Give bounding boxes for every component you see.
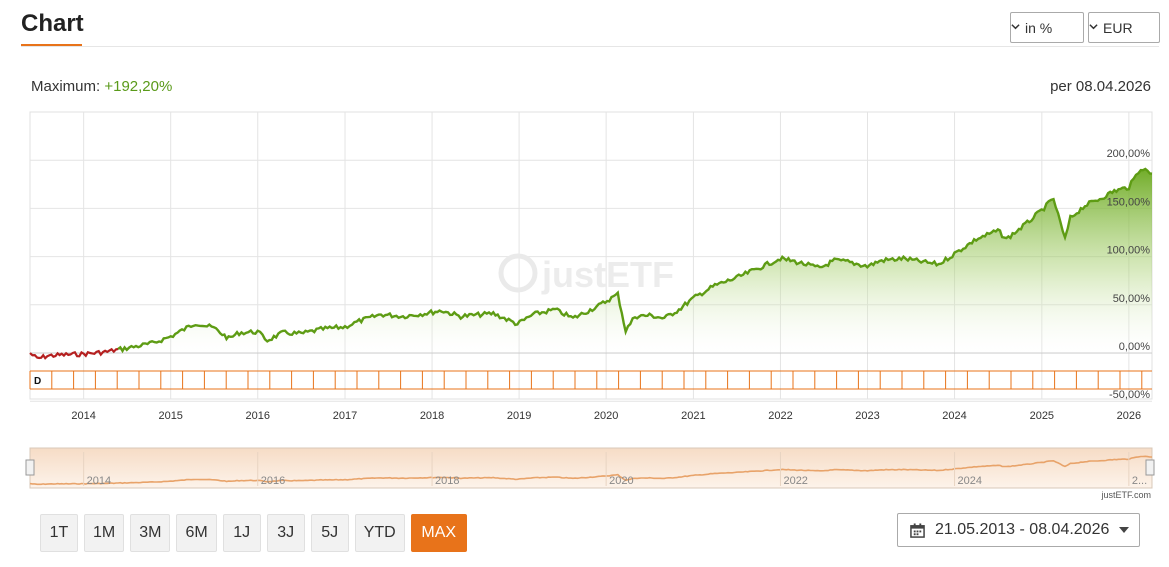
navigator-tick-label: 2016: [261, 475, 285, 487]
maximum-caption: Maximum:: [31, 78, 101, 95]
navigator[interactable]: [29, 447, 1153, 489]
chevron-down-icon: [1089, 24, 1098, 30]
date-range-value: 21.05.2013 - 08.04.2026: [935, 521, 1110, 538]
watermark: justETF: [498, 253, 674, 295]
range-button-5j[interactable]: 5J: [310, 514, 349, 552]
navigator-tick-label: 2018: [435, 475, 459, 487]
performance-chart[interactable]: justETF 200,00% 150,00% 100,00% 50,00% 0,00%…: [0, 0, 1169, 500]
x-tick-label: 2026: [1117, 410, 1141, 422]
watermark-text: justETF: [541, 254, 674, 295]
range-button-1j[interactable]: 1J: [222, 514, 261, 552]
range-button-3j[interactable]: 3J: [266, 514, 305, 552]
dividend-marker: D: [34, 376, 41, 387]
x-tick-label: 2016: [245, 410, 269, 422]
date-range-picker[interactable]: 21.05.2013 - 08.04.2026: [897, 513, 1140, 547]
calendar-icon: [910, 522, 925, 538]
navigator-tick-label: 2020: [609, 475, 633, 487]
performance-area: [118, 168, 1153, 353]
range-button-6m[interactable]: 6M: [176, 514, 217, 552]
y-tick-label: 100,00%: [1107, 245, 1151, 257]
x-tick-label: 2018: [420, 410, 444, 422]
range-button-1m[interactable]: 1M: [84, 514, 125, 552]
x-tick-label: 2014: [71, 410, 95, 422]
as-of-date: per 08.04.2026: [1050, 78, 1151, 95]
caret-down-icon: [1119, 527, 1130, 533]
x-tick-label: 2024: [942, 410, 966, 422]
navigator-tick-label: 2014: [87, 475, 111, 487]
range-button-max[interactable]: MAX: [410, 514, 467, 552]
y-tick-label: -50,00%: [1109, 389, 1150, 401]
header-divider: [21, 46, 1159, 47]
x-tick-label: 2019: [507, 410, 531, 422]
title-underline: [21, 44, 82, 47]
x-tick-label: 2023: [855, 410, 879, 422]
currency-select[interactable]: EUR: [1088, 12, 1160, 43]
x-tick-label: 2022: [768, 410, 792, 422]
x-tick-label: 2017: [333, 410, 357, 422]
maximum-label: Maximum: +192,20%: [31, 78, 172, 95]
unit-select-value: in %: [1025, 19, 1053, 36]
negative-line: [29, 347, 119, 360]
navigator-line: [29, 455, 1152, 486]
currency-select-value: EUR: [1103, 19, 1133, 36]
chevron-down-icon: [1011, 24, 1020, 30]
range-button-1t[interactable]: 1T: [40, 514, 78, 552]
x-tick-label: 2021: [681, 410, 705, 422]
y-tick-label: 50,00%: [1113, 293, 1151, 305]
unit-select[interactable]: in %: [1010, 12, 1084, 43]
range-button-ytd[interactable]: YTD: [354, 514, 405, 552]
navigator-handle-left[interactable]: [25, 459, 35, 476]
x-tick-label: 2025: [1030, 410, 1054, 422]
x-tick-label: 2020: [594, 410, 618, 422]
range-button-3m[interactable]: 3M: [130, 514, 171, 552]
navigator-tick-label: 2022: [783, 475, 807, 487]
y-tick-label: 200,00%: [1107, 148, 1151, 160]
range-buttons: 1T 1M 3M 6M 1J 3J 5J YTD MAX: [40, 514, 467, 552]
maximum-value: +192,20%: [104, 78, 173, 95]
page-title: Chart: [21, 10, 84, 37]
chart-credit: justETF.com: [1101, 490, 1151, 500]
x-tick-label: 2015: [158, 410, 182, 422]
navigator-tick-label: 2...: [1132, 475, 1147, 487]
navigator-tick-label: 2024: [958, 475, 982, 487]
navigator-handle-right[interactable]: [1145, 459, 1155, 476]
y-tick-label: 0,00%: [1119, 341, 1150, 353]
y-tick-label: 150,00%: [1107, 196, 1151, 208]
performance-line: [117, 167, 1153, 354]
